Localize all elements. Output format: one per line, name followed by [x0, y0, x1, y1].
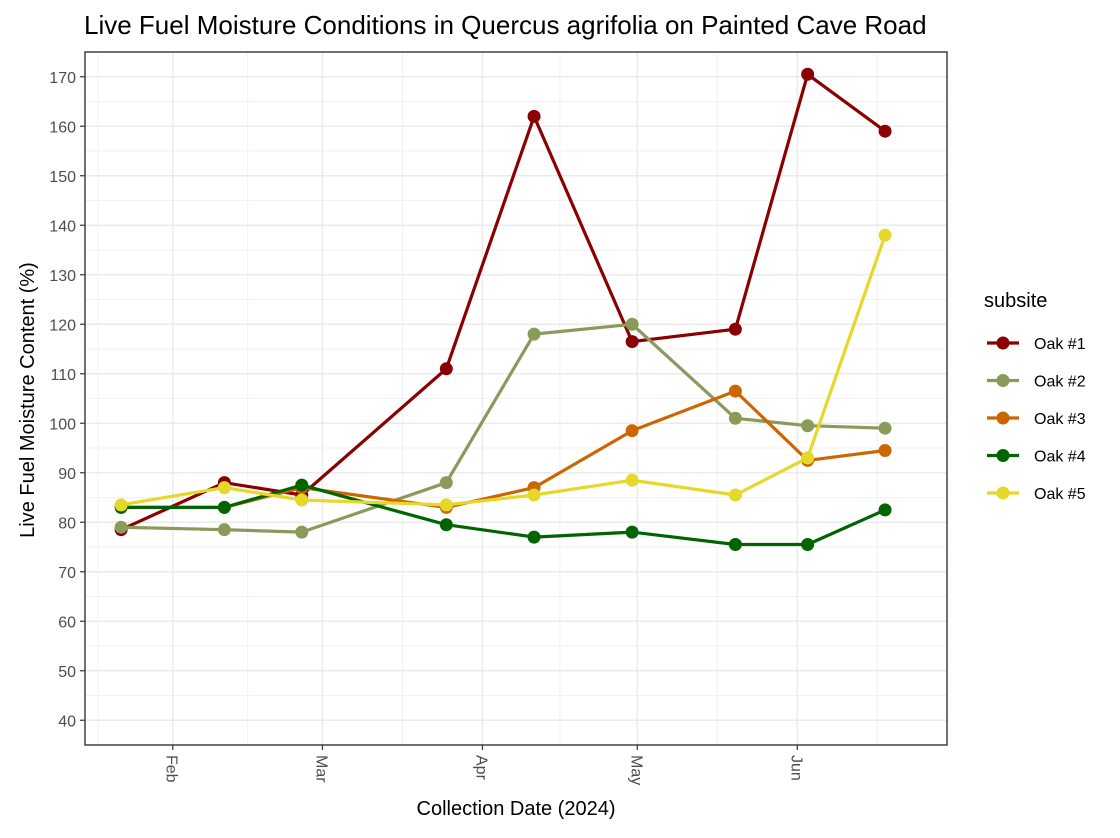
data-point-oak-2 [114, 520, 128, 534]
data-point-oak-4 [439, 518, 453, 532]
y-tick-label: 60 [58, 614, 76, 631]
legend-title: subsite [984, 290, 1047, 312]
data-point-oak-4 [295, 478, 309, 492]
legend-key-point [996, 374, 1010, 387]
y-tick-label: 140 [49, 218, 76, 235]
y-tick-label: 80 [58, 515, 76, 532]
data-point-oak-3 [878, 443, 892, 457]
x-tick-label: Feb [163, 755, 180, 783]
data-point-oak-5 [439, 498, 453, 512]
data-point-oak-1 [728, 322, 742, 336]
x-tick-label: Apr [472, 755, 489, 781]
legend-key-point [996, 449, 1010, 462]
legend-label: Oak #3 [1034, 411, 1086, 428]
y-tick-label: 170 [49, 70, 76, 87]
y-tick-label: 70 [58, 565, 76, 582]
x-tick-label: Mar [312, 755, 329, 783]
legend-label: Oak #2 [1034, 374, 1086, 391]
data-point-oak-4 [527, 530, 541, 544]
data-point-oak-2 [295, 525, 309, 539]
x-tick-label: Jun [787, 755, 804, 781]
data-point-oak-1 [527, 109, 541, 123]
y-tick-label: 150 [49, 169, 76, 186]
legend-label: Oak #1 [1034, 336, 1086, 353]
data-point-oak-2 [878, 421, 892, 435]
data-point-oak-1 [625, 335, 639, 349]
data-point-oak-4 [728, 538, 742, 552]
y-tick-label: 130 [49, 268, 76, 285]
data-point-oak-5 [625, 473, 639, 487]
legend-key-point [996, 411, 1010, 425]
y-tick-label: 100 [49, 416, 76, 433]
data-point-oak-1 [439, 362, 453, 376]
y-tick-label: 90 [58, 466, 76, 483]
data-point-oak-3 [625, 424, 639, 438]
data-point-oak-4 [217, 500, 231, 514]
data-point-oak-1 [801, 67, 815, 81]
data-point-oak-5 [527, 488, 541, 502]
legend-key-point [996, 486, 1010, 500]
legend-label: Oak #5 [1034, 486, 1086, 503]
y-tick-label: 120 [49, 317, 76, 334]
data-point-oak-2 [801, 419, 815, 433]
data-point-oak-4 [878, 503, 892, 517]
data-point-oak-2 [217, 523, 231, 537]
data-point-oak-5 [801, 451, 815, 465]
data-point-oak-3 [728, 384, 742, 398]
legend-label: Oak #4 [1034, 449, 1086, 466]
data-point-oak-4 [801, 538, 815, 552]
plot-border [84, 51, 948, 746]
data-point-oak-1 [878, 124, 892, 138]
data-point-oak-2 [439, 476, 453, 490]
y-tick-label: 110 [50, 367, 76, 384]
y-tick-label: 160 [49, 119, 76, 136]
x-tick-label: May [627, 755, 644, 785]
chart-title: Live Fuel Moisture Conditions in Quercus… [84, 10, 927, 40]
y-tick-label: 40 [58, 713, 76, 730]
data-point-oak-2 [527, 327, 541, 341]
data-point-oak-5 [295, 493, 309, 507]
legend-key-point [996, 336, 1010, 350]
data-point-oak-2 [728, 411, 742, 425]
x-axis-label: Collection Date (2024) [417, 798, 616, 820]
data-point-oak-4 [625, 525, 639, 539]
y-axis-label: Live Fuel Moisture Content (%) [17, 262, 39, 538]
data-point-oak-5 [217, 481, 231, 495]
data-point-oak-5 [114, 498, 128, 512]
y-tick-label: 50 [58, 664, 76, 681]
data-point-oak-5 [728, 488, 742, 502]
data-point-oak-2 [625, 317, 639, 331]
data-point-oak-5 [878, 228, 892, 242]
